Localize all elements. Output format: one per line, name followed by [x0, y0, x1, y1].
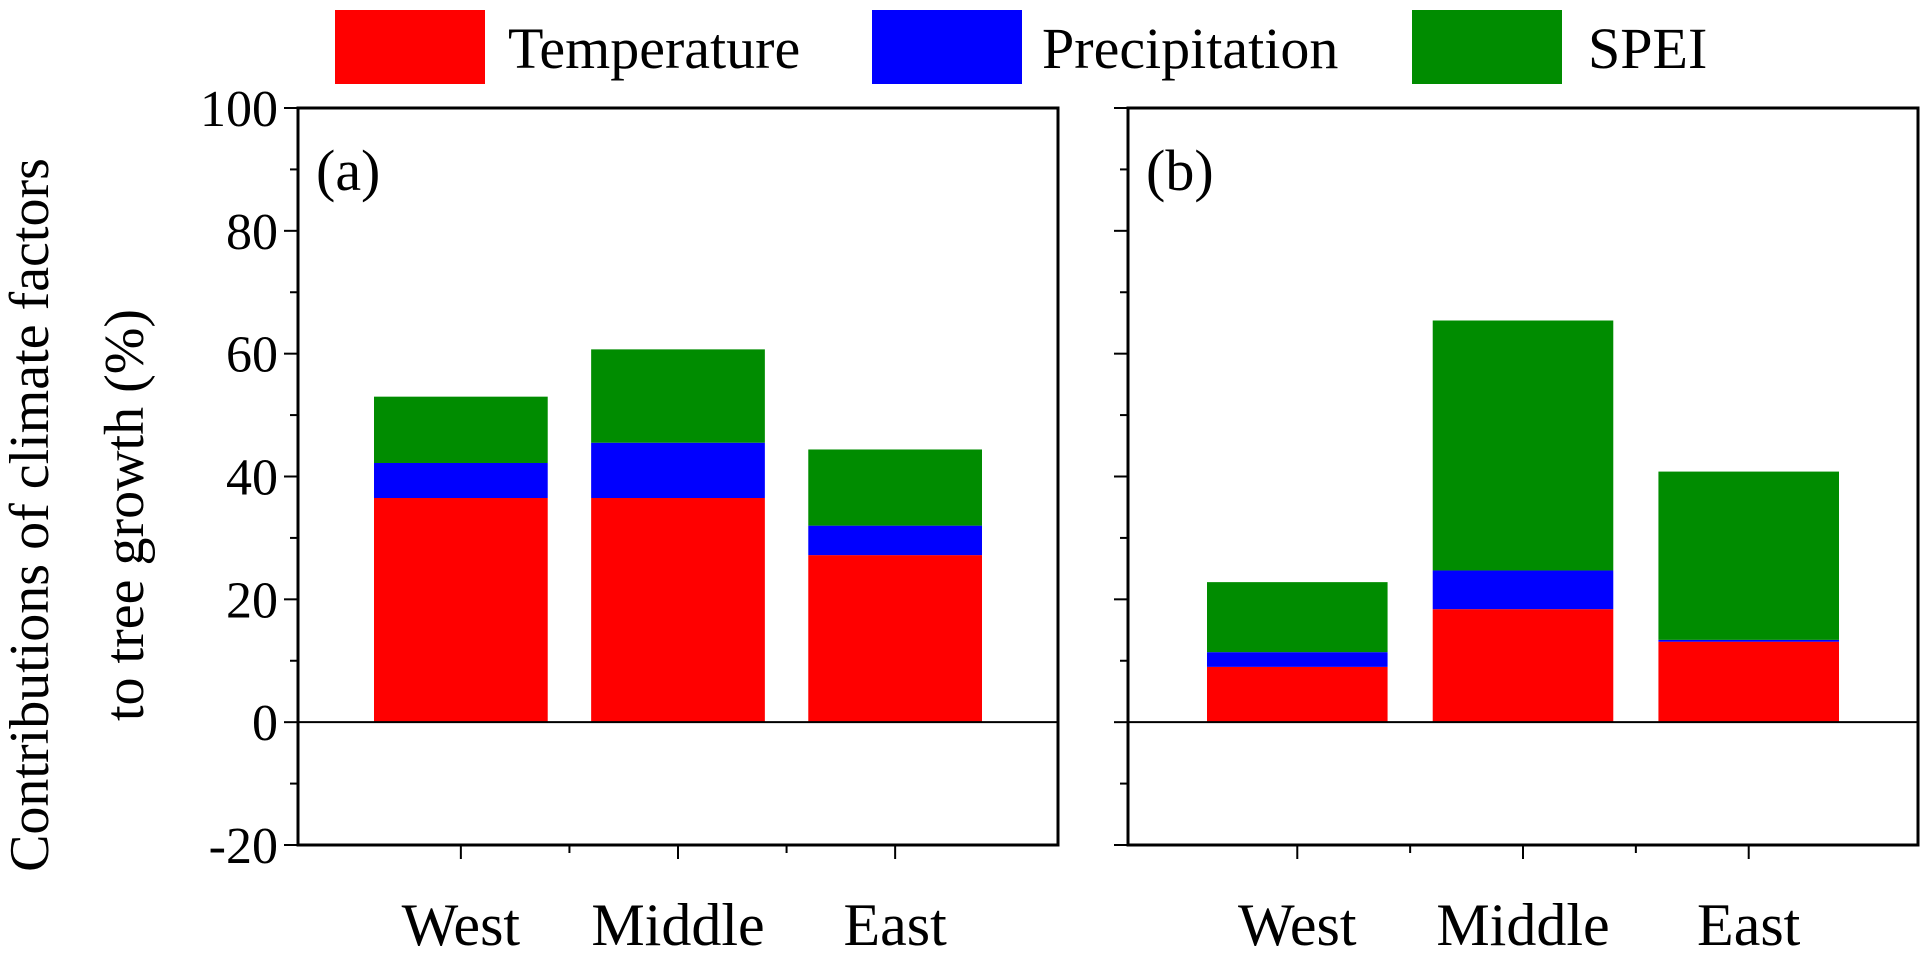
panel-label: (b)	[1146, 138, 1214, 203]
panel-a: West Middle East -20 0 20 40 60 80 100 (a)	[200, 81, 1060, 958]
panel-b: West Middle East (b)	[1114, 106, 1920, 958]
y-tick-label-60: 60	[226, 327, 278, 384]
y-axis-title: Contributions of climate factors to tree…	[0, 158, 156, 872]
x-tick-label-west: West	[402, 892, 521, 958]
bar-temperature-middle	[1432, 609, 1614, 723]
plot-frame	[296, 106, 1060, 847]
plot-frame	[1126, 106, 1920, 847]
bar-spei-middle	[591, 349, 765, 443]
bar-spei-east	[808, 449, 982, 526]
bar-precipitation-west	[374, 462, 548, 498]
legend-swatch-temperature	[335, 10, 485, 84]
bar-temperature-west	[1207, 666, 1388, 723]
bar-spei-west	[1207, 582, 1388, 653]
x-tick-label-middle: Middle	[1436, 892, 1609, 958]
y-axis-title-line1: Contributions of climate factors	[0, 158, 61, 872]
y-tick-label-100: 100	[200, 81, 278, 138]
x-tick-label-east: East	[1697, 892, 1801, 958]
x-tick-label-west: West	[1238, 892, 1357, 958]
x-tick-label-middle: Middle	[591, 892, 764, 958]
bar-temperature-east	[1658, 641, 1839, 723]
legend-label-spei: SPEI	[1588, 16, 1707, 81]
bar-precipitation-middle	[1432, 570, 1614, 610]
bar-spei-east	[1658, 471, 1839, 640]
bar-precipitation-west	[1207, 652, 1388, 667]
legend-label-precipitation: Precipitation	[1042, 16, 1338, 81]
y-tick-label-80: 80	[226, 204, 278, 261]
y-tick-label-20: 20	[226, 572, 278, 629]
bar-temperature-west	[374, 497, 548, 723]
y-tick-label-40: 40	[226, 450, 278, 507]
legend-swatch-precipitation	[872, 10, 1022, 84]
y-tick-label-0: 0	[252, 695, 278, 752]
legend: Temperature Precipitation SPEI	[335, 10, 1707, 84]
panel-label: (a)	[316, 138, 380, 203]
x-tick-label-east: East	[843, 892, 947, 958]
bar-temperature-east	[808, 555, 982, 723]
legend-label-temperature: Temperature	[508, 16, 800, 81]
bar-spei-west	[374, 396, 548, 463]
bar-temperature-middle	[591, 497, 765, 723]
bar-precipitation-middle	[591, 442, 765, 498]
y-tick-label--20: -20	[209, 818, 278, 875]
bar-precipitation-east	[808, 525, 982, 556]
bar-precipitation-east	[1658, 639, 1839, 642]
y-axis-title-line2: to tree growth (%)	[94, 309, 156, 721]
legend-swatch-spei	[1412, 10, 1562, 84]
bar-spei-middle	[1432, 320, 1614, 571]
